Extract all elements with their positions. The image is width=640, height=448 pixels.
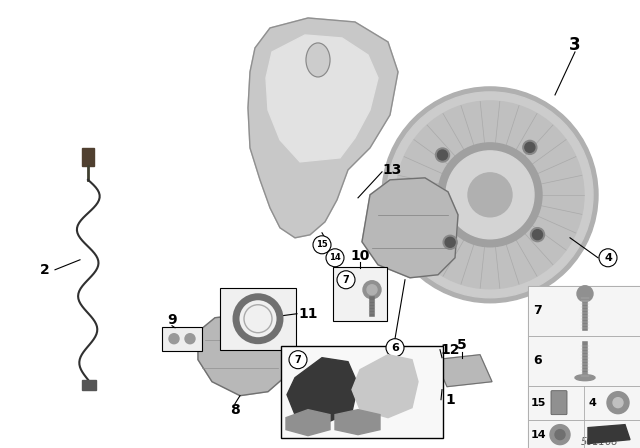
Text: 501168: 501168 bbox=[581, 437, 619, 447]
Text: 1: 1 bbox=[445, 392, 455, 407]
Circle shape bbox=[607, 392, 629, 414]
Circle shape bbox=[555, 430, 565, 439]
Bar bbox=[528, 336, 640, 386]
Circle shape bbox=[363, 281, 381, 299]
Polygon shape bbox=[248, 18, 398, 238]
Bar bbox=[528, 286, 640, 336]
Circle shape bbox=[531, 228, 545, 241]
Text: 12: 12 bbox=[440, 343, 460, 357]
Bar bbox=[528, 386, 640, 420]
Circle shape bbox=[550, 425, 570, 444]
Circle shape bbox=[313, 236, 331, 254]
Circle shape bbox=[396, 101, 584, 289]
Ellipse shape bbox=[575, 375, 595, 381]
Circle shape bbox=[367, 285, 377, 295]
Circle shape bbox=[445, 237, 455, 247]
Text: 6: 6 bbox=[391, 343, 399, 353]
Text: 4: 4 bbox=[604, 253, 612, 263]
Circle shape bbox=[525, 142, 535, 152]
Circle shape bbox=[532, 230, 543, 240]
Text: 2: 2 bbox=[40, 263, 50, 277]
Ellipse shape bbox=[306, 43, 330, 77]
Text: 15: 15 bbox=[316, 240, 328, 249]
Polygon shape bbox=[588, 425, 630, 444]
Circle shape bbox=[289, 351, 307, 369]
Polygon shape bbox=[435, 355, 492, 387]
Bar bbox=[528, 420, 640, 448]
Bar bbox=[82, 379, 96, 390]
Text: 13: 13 bbox=[382, 163, 402, 177]
Polygon shape bbox=[198, 314, 288, 396]
Text: 9: 9 bbox=[167, 313, 177, 327]
Circle shape bbox=[599, 249, 617, 267]
Circle shape bbox=[386, 339, 404, 357]
FancyBboxPatch shape bbox=[551, 391, 567, 415]
Circle shape bbox=[382, 87, 598, 303]
Circle shape bbox=[438, 143, 542, 247]
Circle shape bbox=[337, 271, 355, 289]
Circle shape bbox=[446, 151, 534, 239]
FancyBboxPatch shape bbox=[220, 288, 296, 350]
Text: 11: 11 bbox=[298, 307, 317, 321]
Text: 14: 14 bbox=[329, 253, 341, 262]
Text: 7: 7 bbox=[534, 304, 542, 317]
Circle shape bbox=[523, 140, 537, 155]
Bar bbox=[528, 286, 640, 448]
Polygon shape bbox=[362, 178, 458, 278]
FancyBboxPatch shape bbox=[281, 346, 443, 438]
Circle shape bbox=[438, 150, 447, 160]
Text: 3: 3 bbox=[569, 36, 581, 54]
Text: 15: 15 bbox=[531, 398, 546, 408]
Circle shape bbox=[326, 249, 344, 267]
Text: 6: 6 bbox=[534, 354, 542, 367]
Polygon shape bbox=[352, 355, 418, 418]
Circle shape bbox=[443, 235, 457, 249]
Text: 14: 14 bbox=[530, 430, 546, 439]
Polygon shape bbox=[335, 409, 380, 435]
Text: 5: 5 bbox=[457, 338, 467, 352]
Bar bbox=[82, 148, 94, 166]
Circle shape bbox=[185, 334, 195, 344]
Text: 7: 7 bbox=[342, 275, 349, 285]
FancyBboxPatch shape bbox=[333, 267, 387, 321]
Text: 10: 10 bbox=[350, 249, 370, 263]
Circle shape bbox=[169, 334, 179, 344]
Circle shape bbox=[613, 398, 623, 408]
Polygon shape bbox=[286, 409, 330, 435]
Text: 4: 4 bbox=[588, 398, 596, 408]
Polygon shape bbox=[266, 35, 378, 162]
FancyBboxPatch shape bbox=[162, 327, 202, 351]
Circle shape bbox=[468, 173, 512, 217]
Text: 7: 7 bbox=[294, 355, 301, 365]
Circle shape bbox=[435, 148, 449, 162]
Polygon shape bbox=[287, 358, 358, 425]
Circle shape bbox=[387, 92, 593, 298]
Circle shape bbox=[577, 286, 593, 302]
Text: 8: 8 bbox=[230, 403, 240, 417]
